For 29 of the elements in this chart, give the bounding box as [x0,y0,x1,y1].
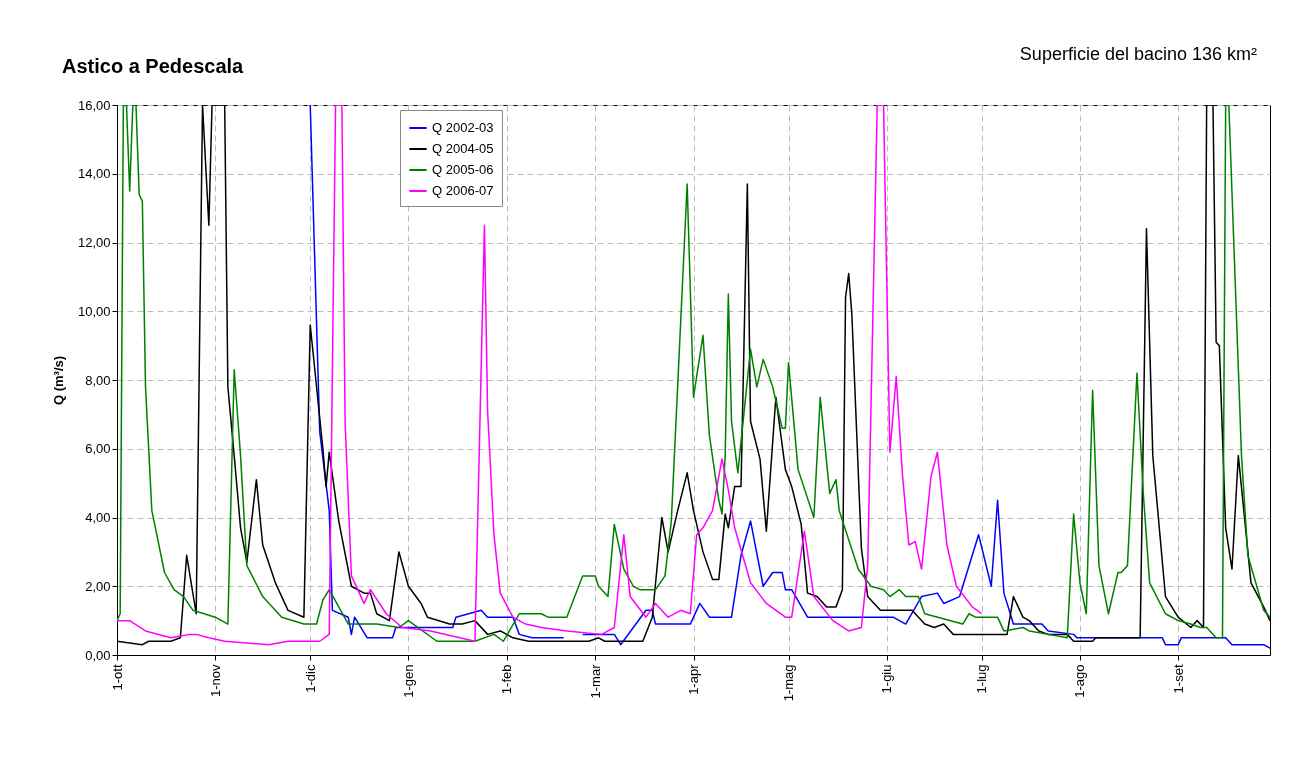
x-tick-label: 1-apr [686,663,701,695]
x-tick-label: 1-ott [109,664,125,691]
y-tick-label: 0,00 [85,647,111,663]
y-tick-label: 10,00 [77,303,111,319]
x-tick-label: 1-mag [781,664,797,702]
line-series [117,105,983,646]
chart-subtitle: Superficie del bacino 136 km² [1019,44,1257,65]
legend-label: Q 2005-06 [432,162,494,177]
y-tick-label: 4,00 [85,510,111,525]
y-tick-label: 16,00 [77,97,111,113]
y-tick-label: 2,00 [85,578,111,594]
x-tick-label: 1-feb [499,664,515,695]
x-tick-label: 1-set [1170,664,1186,694]
chart-title: Astico a Pedescala [62,55,245,77]
x-tick-label: 1-ago [1072,664,1088,698]
x-tick-label: 1-lug [974,664,990,694]
x-tick-label: 1-mar [587,663,603,699]
legend-label: Q 2004-05 [432,141,494,156]
x-tick-label: 1-dic [302,664,318,693]
y-tick-label: 6,00 [85,441,111,457]
x-tick-label: 1-giu [879,664,895,694]
legend-label: Q 2006-07 [432,183,494,198]
x-tick-label: 1-nov [207,664,223,698]
y-tick-label: 12,00 [77,235,111,250]
x-tick-label: 1-gen [400,664,416,698]
y-tick-label: 8,00 [85,372,111,388]
y-tick-label: 14,00 [77,166,111,182]
legend-label: Q 2002-03 [432,120,494,135]
y-axis-title: Q (m³/s) [50,355,66,406]
